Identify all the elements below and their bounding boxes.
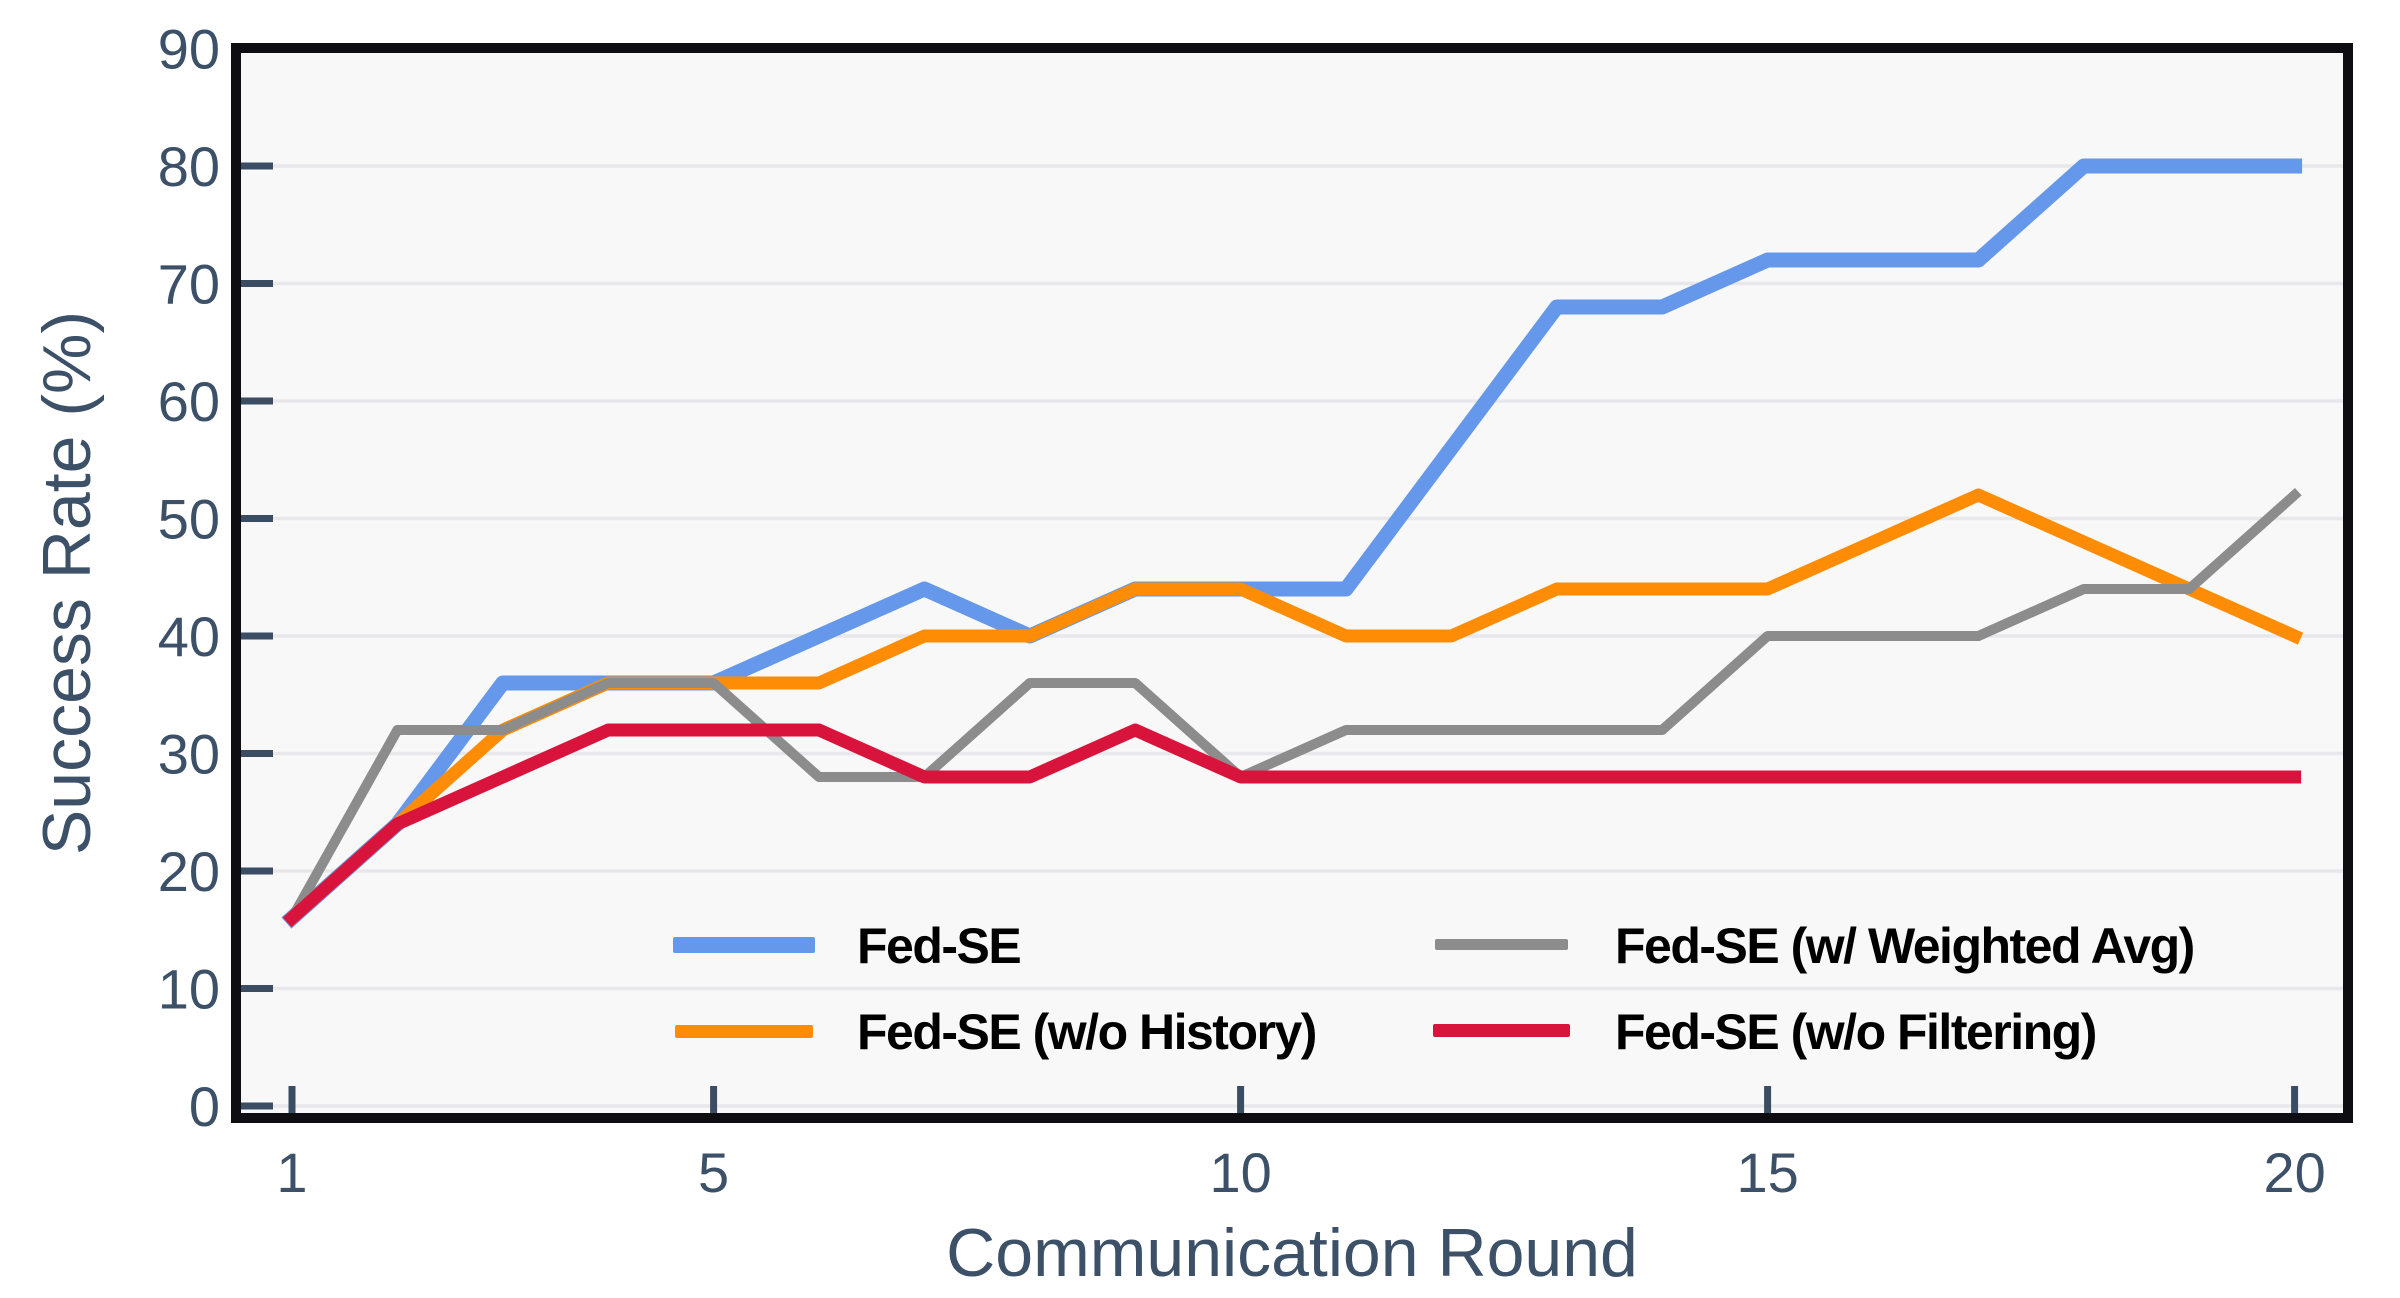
legend-swatch-fed-se-wo-history [675,1025,813,1038]
x-tick-label: 15 [1736,1141,1798,1204]
y-tick-label: 80 [158,135,220,198]
x-axis-title: Communication Round [946,1215,1638,1291]
legend-label-fed-se-wo-filtering: Fed-SE (w/o Filtering) [1615,1004,2096,1060]
y-tick-label: 30 [158,723,220,786]
y-tick-label: 40 [158,605,220,668]
y-tick-label: 50 [158,488,220,551]
y-tick-label: 70 [158,253,220,316]
y-tick-label: 10 [158,958,220,1021]
y-tick-label: 90 [158,18,220,81]
legend-label-fed-se-wo-history: Fed-SE (w/o History) [857,1004,1316,1060]
legend: Fed-SE Fed-SE (w/o History) Fed-SE (w/ W… [673,918,2195,1060]
x-tick-label: 20 [2263,1141,2325,1204]
legend-label-fed-se: Fed-SE [857,918,1020,974]
plot-frame [231,43,2353,1123]
y-tick-label: 0 [189,1075,220,1138]
x-tick-label: 1 [276,1141,307,1204]
y-axis-title: Success Rate (%) [29,311,105,855]
x-tick-label: 5 [698,1141,729,1204]
gridlines-group [241,164,2343,1108]
series-lines-group [281,158,2304,929]
series-line-fed-se-w-o-filtering [282,723,2302,928]
legend-label-fed-se-w-weighted-avg: Fed-SE (w/ Weighted Avg) [1615,918,2194,974]
x-tick-label: 10 [1209,1141,1271,1204]
series-line-fed-se-w-weighted-avg [285,487,2302,925]
y-tick-label: 60 [158,370,220,433]
y-tick-label: 20 [158,840,220,903]
legend-swatch-fed-se-wo-filtering [1433,1024,1570,1037]
legend-swatch-fed-se [673,937,815,953]
legend-swatch-fed-se-w-weighted-avg [1435,939,1568,950]
